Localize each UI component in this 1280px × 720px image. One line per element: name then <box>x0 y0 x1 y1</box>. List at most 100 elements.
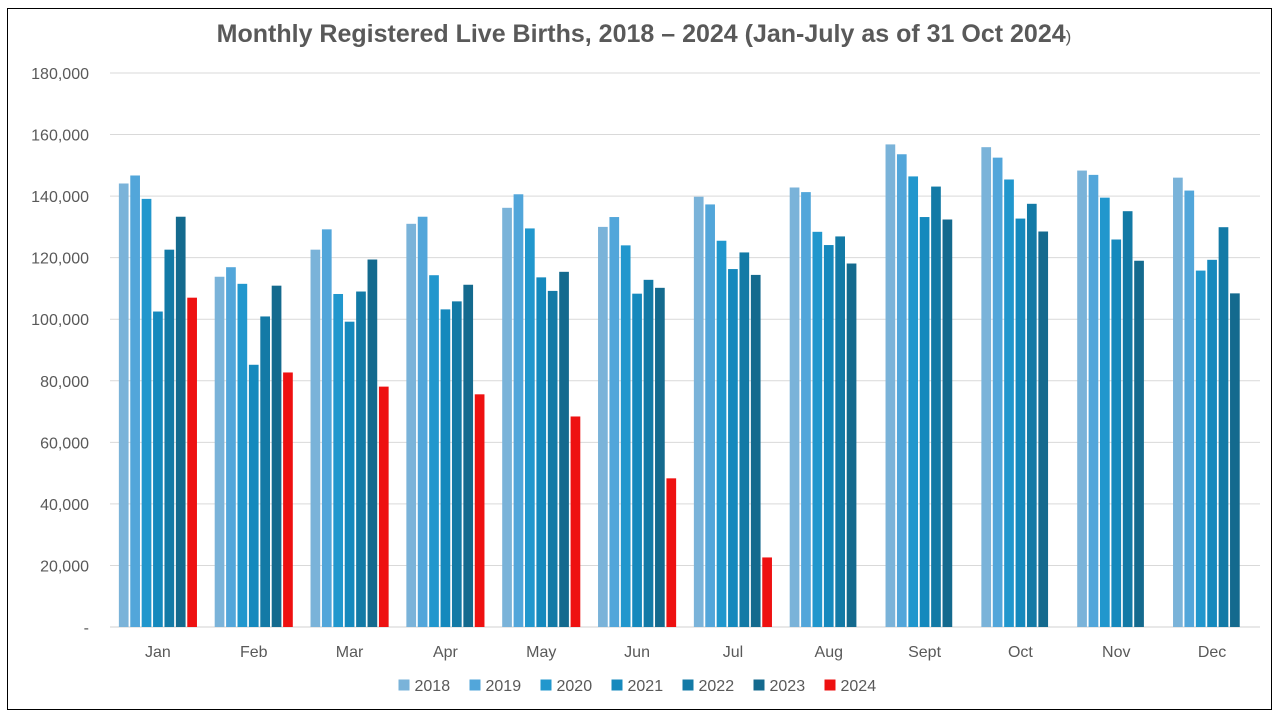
bar-2018-dec <box>1173 177 1183 627</box>
bar-2020-sept <box>908 176 919 627</box>
bar-2019-jun <box>609 217 620 628</box>
bar-2022-dec <box>1218 227 1229 628</box>
bar-2019-dec <box>1184 190 1195 627</box>
bar-2018-apr <box>406 223 417 628</box>
legend-label: 2024 <box>841 678 877 695</box>
legend-label: 2019 <box>486 678 522 695</box>
bar-2023-oct <box>1038 231 1049 627</box>
bar-2022-nov <box>1122 211 1133 628</box>
bar-2020-aug <box>812 231 823 627</box>
y-tick-label: - <box>84 620 89 637</box>
x-tick-label: May <box>526 644 556 661</box>
chart-title-text: Monthly Registered Live Births, 2018 – 2… <box>216 20 1066 48</box>
bar-2022-oct <box>1026 203 1037 628</box>
bar-2018-nov <box>1077 170 1087 627</box>
x-tick-label: Jul <box>723 644 743 661</box>
bar-2019-may <box>513 194 524 627</box>
bar-2023-jun <box>655 287 665 627</box>
bar-2021-apr <box>440 309 451 627</box>
gridlines <box>110 72 1260 628</box>
x-tick-label: Jun <box>624 644 650 661</box>
bar-2018-jun <box>598 226 608 627</box>
bar-2019-mar <box>321 229 332 627</box>
legend-swatch <box>824 679 836 691</box>
bar-2024-jun <box>666 478 677 627</box>
bar-2022-aug <box>835 236 845 627</box>
y-tick-label: 100,000 <box>31 312 89 329</box>
legend-label: 2023 <box>770 678 806 695</box>
bar-2021-oct <box>1015 218 1026 627</box>
bars <box>118 144 1240 628</box>
legend-label: 2018 <box>415 678 451 695</box>
bar-2020-may <box>525 228 535 627</box>
y-tick-label: 60,000 <box>40 435 89 452</box>
bar-2024-may <box>570 416 581 627</box>
bar-2019-jan <box>130 175 140 628</box>
y-axis-tick-labels: - 20,000 40,000 60,000 80,000 100,000 120,000 1… <box>31 66 89 637</box>
y-tick-label: 180,000 <box>31 66 89 83</box>
bar-2020-feb <box>237 283 248 627</box>
bar-2022-feb <box>260 316 270 627</box>
x-tick-label: Aug <box>815 644 843 661</box>
bar-2022-sept <box>931 186 941 627</box>
bar-2021-dec <box>1207 259 1217 627</box>
bar-2020-nov <box>1100 197 1110 627</box>
x-tick-label: Mar <box>336 644 364 661</box>
y-tick-label: 40,000 <box>40 497 89 514</box>
y-tick-label: 160,000 <box>31 128 89 145</box>
bar-2021-feb <box>248 364 259 627</box>
bar-2018-oct <box>981 147 992 627</box>
x-tick-label: Jan <box>145 644 171 661</box>
bar-2019-apr <box>417 216 428 627</box>
chart-title: Monthly Registered Live Births, 2018 – 2… <box>0 20 1280 49</box>
bar-2023-jan <box>175 216 186 627</box>
bar-2021-nov <box>1111 239 1122 627</box>
legend-swatch <box>753 679 765 691</box>
bar-2021-jan <box>153 311 163 627</box>
bar-2021-sept <box>919 217 930 628</box>
bar-2019-jul <box>705 204 715 627</box>
bar-2022-mar <box>356 291 366 627</box>
x-tick-label: Nov <box>1102 644 1130 661</box>
bar-2019-sept <box>896 154 907 627</box>
bar-2018-mar <box>310 249 321 628</box>
bar-2024-jul <box>762 557 772 627</box>
bar-2023-nov <box>1134 260 1144 627</box>
y-tick-label: 20,000 <box>40 558 89 575</box>
bar-2024-mar <box>378 386 389 627</box>
bar-2023-dec <box>1230 293 1240 627</box>
x-axis-tick-labels: Jan Feb Mar Apr May Jun Jul Aug Sept Oct Nov Dec <box>145 644 1226 661</box>
legend-swatch <box>398 679 410 691</box>
bar-2018-jan <box>118 183 129 627</box>
legend-swatch <box>540 679 552 691</box>
bar-2022-jun <box>643 279 654 627</box>
legend-label: 2020 <box>557 678 593 695</box>
bar-2021-may <box>536 277 547 627</box>
bar-2020-jan <box>141 198 152 627</box>
x-tick-label: Oct <box>1008 644 1033 661</box>
bar-2018-sept <box>885 144 896 627</box>
bar-2021-jun <box>632 293 642 627</box>
bar-2023-apr <box>463 284 474 627</box>
bar-2024-feb <box>283 372 293 627</box>
bar-2023-jul <box>750 274 761 627</box>
bar-2019-oct <box>992 157 1003 627</box>
bar-2024-apr <box>474 394 485 627</box>
bar-2020-mar <box>333 293 344 627</box>
legend-swatch <box>469 679 481 691</box>
bar-2022-jul <box>739 252 750 627</box>
bar-2020-oct <box>1004 179 1014 628</box>
bar-2019-aug <box>801 192 811 628</box>
legend: 2018 2019 2020 2021 2022 2023 2024 <box>398 678 877 695</box>
bar-2019-nov <box>1088 174 1099 627</box>
bar-2018-feb <box>214 276 225 627</box>
bar-2021-aug <box>823 245 834 627</box>
bar-2020-dec <box>1195 270 1206 627</box>
bar-2018-aug <box>789 187 800 627</box>
bar-2018-may <box>502 207 512 627</box>
y-tick-label: 120,000 <box>31 251 89 268</box>
legend-swatch <box>611 679 623 691</box>
bar-2018-jul <box>693 196 704 627</box>
bar-2020-jul <box>716 240 727 627</box>
